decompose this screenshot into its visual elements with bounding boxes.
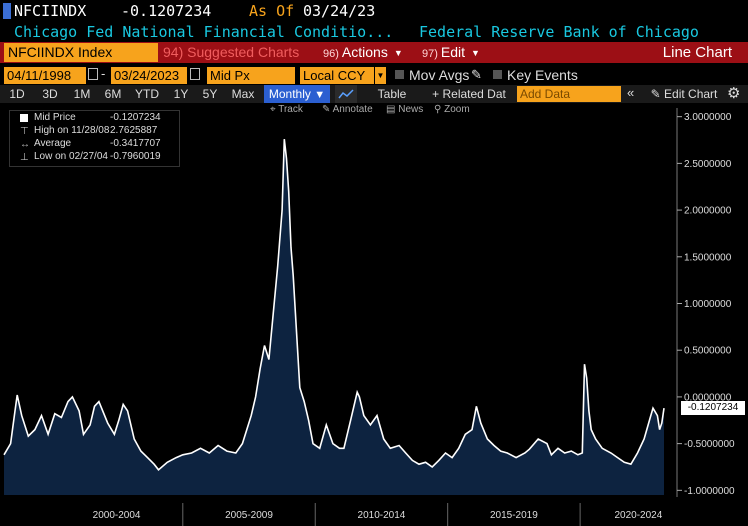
y-tick-label: 0.0000000: [684, 392, 732, 403]
legend-row-high: ⊤ High on 11/28/08 2.7625887: [10, 125, 179, 137]
mov-avgs-checkbox[interactable]: [395, 70, 404, 79]
period-1y[interactable]: 1Y: [173, 87, 189, 101]
low-marker-icon: ⊥: [20, 152, 29, 163]
period-5y[interactable]: 5Y: [202, 87, 218, 101]
track-tool[interactable]: ⌖ Track: [270, 104, 303, 115]
actions-menu-button[interactable]: 96) Actions ▼: [323, 43, 403, 62]
x-tick-label: 2010-2014: [358, 510, 406, 521]
x-tick-label: 2015-2019: [490, 510, 538, 521]
calendar-icon[interactable]: [88, 68, 98, 80]
series-area: [4, 139, 664, 495]
end-date-field[interactable]: 03/24/2023: [111, 67, 187, 84]
high-marker-icon: ⊤: [20, 126, 29, 137]
gear-icon[interactable]: ⚙: [727, 85, 741, 102]
period-1d[interactable]: 1D: [9, 87, 25, 101]
key-events-checkbox[interactable]: [493, 70, 502, 79]
frequency-select[interactable]: Monthly ▼: [264, 85, 330, 103]
period-6m[interactable]: 6M: [104, 87, 122, 101]
ticker-marker: [3, 3, 11, 19]
last-price: -0.1207234: [121, 2, 212, 20]
date-separator: -: [101, 66, 106, 81]
legend-high-value: 2.7625887: [110, 125, 158, 136]
edit-chart-label: Edit Chart: [664, 87, 718, 101]
news-tool[interactable]: ▤ News: [386, 104, 424, 115]
legend-high-label: High on 11/28/08: [34, 125, 110, 136]
table-button[interactable]: Table: [377, 87, 407, 101]
x-tick-label: 2020-2024: [614, 510, 662, 521]
caret-down-icon: ▼: [393, 47, 403, 58]
zoom-label: Zoom: [444, 104, 470, 115]
suggested-charts-button[interactable]: 94) Suggested Charts: [163, 44, 300, 60]
period-max[interactable]: Max: [231, 87, 255, 101]
legend-low-label: Low on 02/27/04: [34, 151, 108, 162]
mov-avgs-label: Mov Avgs: [409, 67, 470, 83]
legend-mid-label: Mid Price: [34, 112, 76, 123]
line-chart-glyph: [338, 89, 354, 99]
ticker-symbol[interactable]: NFCIINDX: [14, 2, 87, 20]
series-line: [3, 139, 665, 471]
chevron-down-icon[interactable]: ▼: [375, 67, 386, 84]
track-label: Track: [278, 104, 303, 115]
ticker-bar: [0, 0, 748, 22]
start-date-field[interactable]: 04/11/1998: [4, 67, 86, 84]
caret-down-icon: ▼: [314, 89, 326, 101]
legend-row-average: ↔ Average -0.3417707: [10, 138, 179, 150]
y-tick-label: 1.0000000: [684, 299, 732, 310]
currency-select[interactable]: Local CCY: [300, 67, 374, 84]
y-tick-label: 2.5000000: [684, 159, 732, 170]
caret-down-icon: ▼: [471, 47, 480, 58]
last-value-tag: -0.1207234: [681, 401, 745, 416]
key-events-label: Key Events: [507, 67, 578, 83]
news-label: News: [398, 104, 424, 115]
y-tick-label: 1.5000000: [684, 252, 732, 263]
legend-row-low: ⊥ Low on 02/27/04 -0.7960019: [10, 151, 179, 163]
as-of-label: As Of: [249, 2, 295, 20]
legend-average-label: Average: [34, 138, 72, 149]
y-tick-label: -0.5000000: [684, 439, 735, 450]
x-tick-label: 2000-2004: [93, 510, 141, 521]
pencil-icon[interactable]: ✎: [471, 67, 482, 82]
edit-label: Edit: [440, 44, 466, 60]
y-tick-label: 3.0000000: [684, 112, 732, 123]
period-ytd[interactable]: YTD: [135, 87, 159, 101]
frequency-label: Monthly: [268, 87, 311, 101]
related-data-button[interactable]: + Related Dat: [432, 87, 506, 101]
annotate-label: Annotate: [332, 104, 373, 115]
line-chart[interactable]: 3.0000000 2.5000000 2.0000000 1.5000000 1.00…: [0, 100, 748, 526]
as-of-date: 03/24/23: [303, 2, 376, 20]
legend-average-value: -0.3417707: [110, 138, 161, 149]
annotate-tool[interactable]: ✎ Annotate: [322, 104, 373, 115]
legend-mid-value: -0.1207234: [110, 112, 161, 123]
security-description: Chicago Fed National Financial Conditio.…: [14, 23, 394, 41]
legend-low-value: -0.7960019: [110, 151, 161, 162]
x-tick-label: 2005-2009: [225, 510, 273, 521]
chart-legend[interactable]: Mid Price -0.1207234 ⊤ High on 11/28/08 …: [9, 110, 180, 167]
actions-number: 96): [323, 48, 339, 60]
actions-label: Actions: [341, 44, 388, 60]
security-input[interactable]: NFCIINDX Index: [4, 43, 158, 62]
zoom-tool[interactable]: ⚲ Zoom: [434, 104, 470, 115]
pencil-icon: ✎: [650, 87, 661, 101]
function-bar: [0, 42, 748, 63]
edit-chart-button[interactable]: ✎ Edit Chart: [648, 86, 720, 102]
edit-number: 97): [422, 48, 438, 60]
period-1m[interactable]: 1M: [73, 87, 91, 101]
y-tick-label: 0.5000000: [684, 346, 732, 357]
double-chevron-left-icon[interactable]: «: [627, 85, 635, 100]
average-marker-icon: ↔: [20, 139, 30, 150]
y-tick-label: 2.0000000: [684, 206, 732, 217]
line-chart-icon[interactable]: [335, 85, 357, 103]
calendar-icon[interactable]: [190, 68, 200, 80]
y-tick-label: -1.0000000: [684, 486, 735, 497]
price-field-select[interactable]: Mid Px: [207, 67, 295, 84]
legend-row-mid: Mid Price -0.1207234: [10, 112, 179, 124]
add-data-input[interactable]: Add Data: [517, 86, 621, 102]
chart-type-title: Line Chart: [662, 44, 732, 61]
series-swatch[interactable]: [20, 114, 28, 122]
data-source: Federal Reserve Bank of Chicago: [419, 23, 699, 41]
period-3d[interactable]: 3D: [42, 87, 58, 101]
edit-menu-button[interactable]: 97) Edit ▼: [422, 43, 480, 62]
